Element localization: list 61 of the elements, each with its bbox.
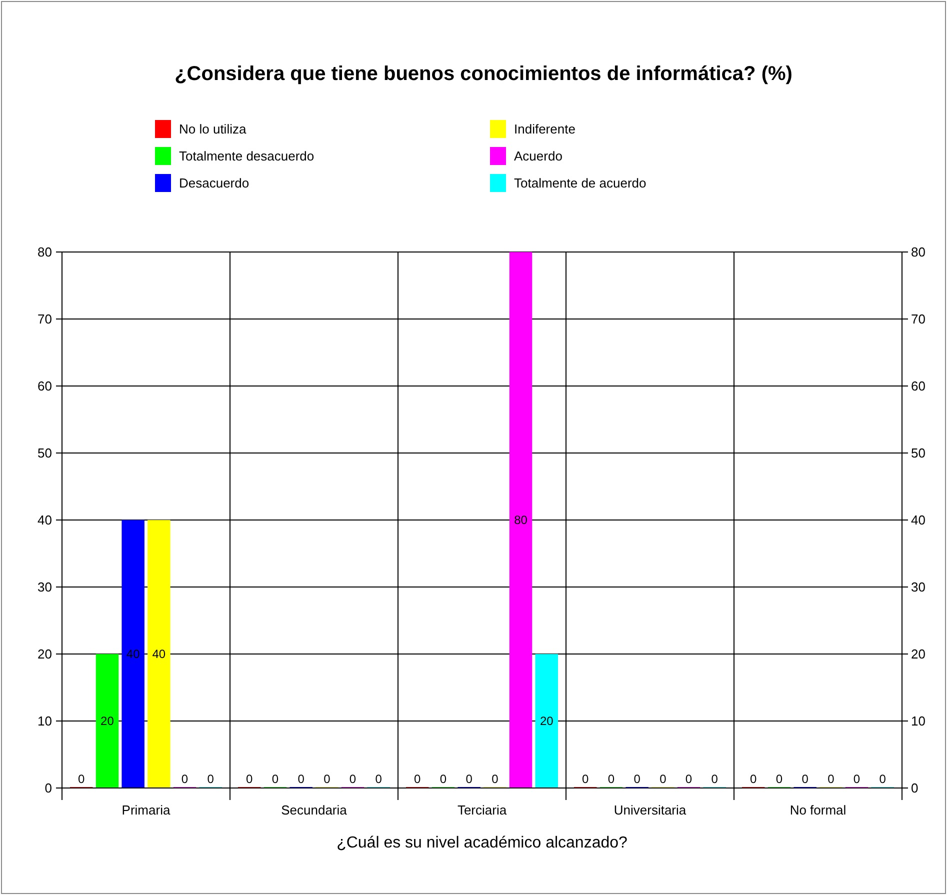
data-label: 0 <box>440 772 447 786</box>
legend-label: Indiferente <box>514 122 576 136</box>
y-tick-label: 20 <box>38 646 52 662</box>
data-label: 0 <box>750 772 758 786</box>
data-label: 0 <box>660 772 667 786</box>
data-label: 0 <box>685 772 692 786</box>
x-tick-label: Terciaria <box>457 802 508 818</box>
legend-label: Desacuerdo <box>179 176 250 190</box>
y2-tick-label: 0 <box>911 780 918 796</box>
data-label: 0 <box>246 772 254 786</box>
data-label: 0 <box>414 772 422 786</box>
y2-tick-label: 70 <box>911 312 926 326</box>
y-tick-label: 70 <box>38 312 52 326</box>
data-label: 0 <box>349 772 356 786</box>
data-label: 0 <box>853 772 860 786</box>
x-tick-label: No formal <box>790 802 846 818</box>
data-label: 0 <box>608 772 615 786</box>
data-label: 0 <box>828 772 835 786</box>
y-tick-label: 80 <box>38 244 52 260</box>
data-label: 20 <box>540 714 554 728</box>
data-label: 0 <box>298 772 305 786</box>
data-label: 20 <box>100 714 114 728</box>
x-tick-label: Primaria <box>122 802 171 818</box>
x-tick-label: Secundaria <box>281 802 348 818</box>
y2-tick-label: 10 <box>911 714 926 728</box>
chart-title: ¿Considera que tiene buenos conocimientos de informática? (%) <box>174 63 792 85</box>
data-label: 0 <box>776 772 783 786</box>
data-label: 0 <box>879 772 886 786</box>
data-label: 0 <box>634 772 641 786</box>
y2-tick-label: 50 <box>911 446 926 460</box>
data-label: 0 <box>582 772 590 786</box>
data-label: 0 <box>207 772 214 786</box>
y2-tick-label: 30 <box>911 580 926 594</box>
data-label: 40 <box>126 647 140 661</box>
y2-tick-label: 80 <box>911 244 926 260</box>
y-tick-label: 40 <box>38 512 52 528</box>
data-label: 0 <box>711 772 718 786</box>
data-label: 0 <box>802 772 809 786</box>
y2-tick-label: 20 <box>911 646 926 662</box>
y2-tick-label: 40 <box>911 512 926 528</box>
legend-label: Totalmente desacuerdo <box>179 148 314 164</box>
data-label: 0 <box>492 772 499 786</box>
y-tick-label: 30 <box>38 580 52 594</box>
y-tick-label: 60 <box>38 378 52 394</box>
legend-label: No lo utiliza <box>179 122 247 136</box>
x-axis-title: ¿Cuál es su nivel académico alcanzado? <box>336 834 628 852</box>
y-tick-label: 0 <box>44 780 52 796</box>
y-tick-label: 50 <box>38 446 52 460</box>
legend-label: Totalmente de acuerdo <box>514 176 646 190</box>
y2-tick-label: 60 <box>911 378 926 394</box>
data-label: 0 <box>78 772 86 786</box>
x-tick-label: Universitaria <box>614 802 687 818</box>
data-label: 0 <box>181 772 188 786</box>
data-label: 0 <box>324 772 331 786</box>
data-label: 40 <box>152 647 166 661</box>
data-label: 0 <box>272 772 279 786</box>
data-label: 0 <box>466 772 473 786</box>
data-label: 0 <box>375 772 382 786</box>
data-label: 80 <box>514 513 528 527</box>
legend-label: Acuerdo <box>514 148 562 164</box>
y-tick-label: 10 <box>38 714 52 728</box>
